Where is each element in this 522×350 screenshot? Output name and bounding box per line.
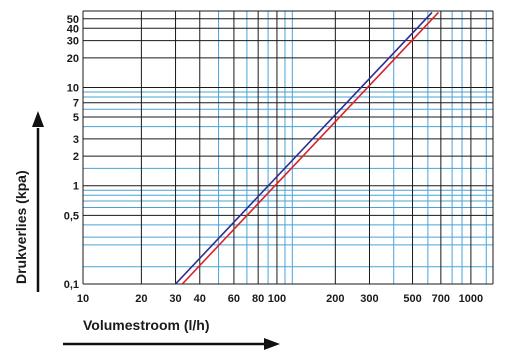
x-tick-label: 10 [77,293,89,305]
y-tick-label: 3 [73,134,79,146]
y-tick-label: 0,1 [64,279,79,291]
y-tick-label: 20 [67,53,79,65]
major-gridlines [82,10,494,285]
y-tick-label: 7 [73,98,79,110]
x-tick-label: 500 [403,293,421,305]
minor-gridlines [83,11,493,284]
x-tick-label: 300 [360,293,378,305]
y-tick-label: 2 [73,151,79,163]
y-tick-label: 0,5 [64,210,79,222]
y-tick-label: 5 [73,112,79,124]
x-axis-arrow [63,338,280,350]
series-lines [174,11,439,284]
y-axis-title: Drukverlies (kpa) [13,170,29,284]
x-tick-label: 40 [194,293,206,305]
y-axis-arrow [32,111,44,292]
y-tick-label: 30 [67,36,79,48]
x-tick-label: 80 [252,293,264,305]
x-axis-title: Volumestroom (l/h) [83,317,210,333]
x-tick-label: 60 [228,293,240,305]
x-tick-label: 1000 [459,293,483,305]
y-tick-label: 1 [73,181,79,193]
series-line-1 [174,11,433,284]
x-tick-label: 100 [268,293,286,305]
y-tick-label: 10 [67,82,79,94]
y-tick-label: 50 [67,14,79,26]
x-tick-labels: 10 20 30 40 60 80 100 200 300 500 700 1000 [77,293,483,305]
y-tick-label: 40 [67,23,79,35]
x-tick-label: 200 [326,293,344,305]
x-tick-label: 700 [432,293,450,305]
series-line-2 [181,11,439,284]
x-tick-label: 30 [169,293,181,305]
x-tick-label: 20 [135,293,147,305]
